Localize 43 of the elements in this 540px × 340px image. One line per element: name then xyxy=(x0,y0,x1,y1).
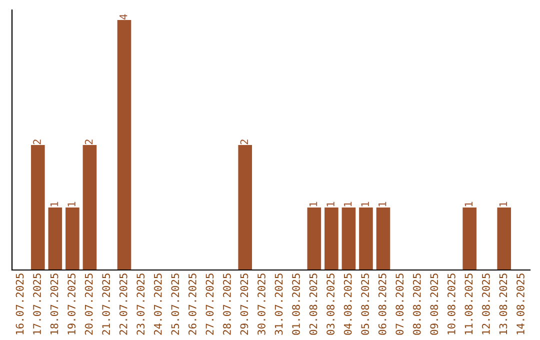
x-tick-label: 11.08.2025 xyxy=(464,274,473,334)
x-tick-label: 10.08.2025 xyxy=(447,274,456,334)
data-label: 1 xyxy=(499,202,507,206)
data-label: 1 xyxy=(309,202,318,206)
x-tick-label: 20.07.2025 xyxy=(84,274,93,335)
x-tick-label: 03.08.2025 xyxy=(326,274,334,335)
x-tick-label: 02.08.2025 xyxy=(309,274,318,335)
data-label: 1 xyxy=(68,202,76,206)
x-tick-label: 30.07.2025 xyxy=(258,274,266,335)
data-label: 1 xyxy=(344,202,352,206)
x-tick-label: 27.07.2025 xyxy=(206,274,214,335)
x-tick-label: 16.07.2025 xyxy=(16,274,24,334)
data-label: 1 xyxy=(326,202,334,206)
x-tick-label: 19.07.2025 xyxy=(68,274,76,334)
x-tick-label: 14.08.2025 xyxy=(516,274,524,334)
x-tick-label: 29.07.2025 xyxy=(240,274,248,335)
x-tick-label: 05.08.2025 xyxy=(361,274,370,335)
data-label: 4 xyxy=(120,14,128,20)
x-tick-label: 26.07.2025 xyxy=(188,274,196,335)
x-tick-label: 28.07.2025 xyxy=(223,274,231,335)
data-label: 1 xyxy=(378,202,386,206)
data-label: 1 xyxy=(464,202,472,206)
x-tick-label: 25.07.2025 xyxy=(171,274,180,335)
x-tick-label: 01.08.2025 xyxy=(292,274,300,335)
x-tick-label: 17.07.2025 xyxy=(33,274,41,334)
x-tick-label: 21.07.2025 xyxy=(102,274,110,335)
x-tick-label: 09.08.2025 xyxy=(430,274,438,335)
x-tick-label: 13.08.2025 xyxy=(499,274,508,334)
x-tick-label: 08.08.2025 xyxy=(412,274,421,335)
x-tick-label: 06.08.2025 xyxy=(378,274,386,335)
data-label: 1 xyxy=(361,202,369,206)
data-label: 1 xyxy=(50,202,58,206)
x-tick-label: 23.07.2025 xyxy=(136,274,145,335)
x-tick-label: 07.08.2025 xyxy=(396,274,404,335)
x-tick-label: 18.07.2025 xyxy=(50,274,58,334)
data-label: 2 xyxy=(33,140,41,144)
data-label: 2 xyxy=(240,140,248,144)
data-label: 2 xyxy=(84,140,93,144)
x-tick-label: 12.08.2025 xyxy=(482,274,490,334)
x-tick-label: 04.08.2025 xyxy=(344,274,352,335)
x-tick-label: 22.07.2025 xyxy=(119,274,128,335)
x-tick-label: 31.07.2025 xyxy=(274,274,283,335)
x-tick-label: 24.07.2025 xyxy=(154,274,162,335)
